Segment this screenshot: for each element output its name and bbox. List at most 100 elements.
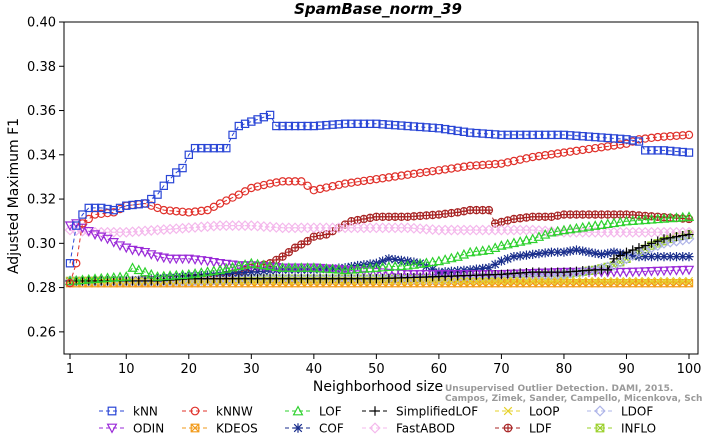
x-tick-label: 90 xyxy=(618,362,635,377)
y-tick-label: 0.32 xyxy=(27,193,56,208)
data-point xyxy=(396,260,407,271)
data-point xyxy=(422,167,431,177)
data-point xyxy=(640,252,650,262)
y-axis: 0.26 0.28 0.30 0.32 0.34 0.36 0.38 0.40 xyxy=(27,16,64,340)
data-point xyxy=(264,262,276,273)
plot-series xyxy=(64,110,695,288)
data-point xyxy=(564,223,576,234)
data-point xyxy=(383,261,395,271)
data-point xyxy=(365,175,375,185)
data-point xyxy=(222,143,231,153)
data-point xyxy=(602,218,613,229)
x-tick-label: 20 xyxy=(181,362,198,377)
series-knn xyxy=(65,110,694,268)
data-point xyxy=(484,276,493,285)
data-point xyxy=(96,232,107,243)
data-point xyxy=(578,145,587,155)
data-point xyxy=(658,213,670,223)
data-point xyxy=(683,265,695,276)
data-point xyxy=(471,245,482,256)
data-point xyxy=(646,267,657,277)
y-tick-label: 0.34 xyxy=(27,148,56,163)
data-point xyxy=(89,230,101,240)
data-point xyxy=(252,267,263,277)
data-point xyxy=(164,254,176,265)
data-point xyxy=(583,221,595,231)
data-point xyxy=(490,159,500,169)
data-point xyxy=(497,159,506,168)
data-point xyxy=(627,267,638,278)
data-point xyxy=(428,264,438,274)
data-point xyxy=(628,250,638,261)
data-point xyxy=(106,423,118,434)
data-point xyxy=(547,130,556,140)
data-point xyxy=(277,262,288,272)
data-point xyxy=(616,276,625,285)
data-point xyxy=(509,252,519,262)
data-point xyxy=(72,221,81,230)
data-point xyxy=(541,276,550,285)
data-point xyxy=(346,263,357,274)
data-point xyxy=(328,120,337,129)
data-point xyxy=(652,266,663,277)
data-point xyxy=(671,235,682,247)
data-point xyxy=(483,244,495,255)
data-point xyxy=(572,131,581,140)
data-point xyxy=(514,236,526,246)
data-point xyxy=(503,130,512,140)
data-point xyxy=(659,132,669,141)
data-point xyxy=(303,237,312,245)
data-point xyxy=(447,276,456,285)
data-point xyxy=(402,270,413,280)
data-point xyxy=(202,256,213,267)
data-point xyxy=(509,276,518,285)
legend-item-fastabod: FastABOD xyxy=(362,422,455,434)
data-point xyxy=(89,273,101,283)
data-point xyxy=(277,265,288,275)
legend-label: LDF xyxy=(529,422,552,434)
data-point xyxy=(208,257,220,268)
data-point xyxy=(196,267,207,277)
data-point xyxy=(603,248,613,258)
data-point xyxy=(466,276,475,285)
data-point xyxy=(127,262,138,272)
data-point xyxy=(641,146,650,155)
data-point xyxy=(158,270,169,281)
data-point xyxy=(440,165,450,174)
data-point xyxy=(459,127,469,136)
data-point xyxy=(408,270,420,280)
data-point xyxy=(497,130,506,140)
data-point xyxy=(677,234,689,246)
data-point xyxy=(546,247,557,257)
y-tick-label: 0.28 xyxy=(27,281,56,296)
data-point xyxy=(414,270,426,280)
data-point xyxy=(240,267,250,278)
data-point xyxy=(490,130,500,139)
series-line xyxy=(69,222,690,275)
data-point xyxy=(489,242,501,252)
data-point xyxy=(127,245,138,256)
data-point xyxy=(641,134,650,143)
data-point xyxy=(609,276,618,285)
data-point xyxy=(315,264,325,275)
data-point xyxy=(297,121,306,131)
data-point xyxy=(128,200,137,210)
data-point xyxy=(184,208,193,217)
data-point xyxy=(165,206,175,215)
data-point xyxy=(465,161,475,171)
data-point xyxy=(584,276,593,285)
data-point xyxy=(146,268,157,279)
data-point xyxy=(83,273,94,284)
data-point xyxy=(596,249,607,259)
data-point xyxy=(591,132,600,142)
data-point xyxy=(608,217,620,228)
series-fastabod xyxy=(64,220,695,238)
data-point xyxy=(414,258,426,268)
y-tick-label: 0.30 xyxy=(27,237,56,252)
data-point xyxy=(609,254,619,264)
data-point xyxy=(672,276,681,285)
legend-item-knnw: kNNW xyxy=(182,405,253,419)
data-point xyxy=(671,252,682,262)
data-point xyxy=(609,134,619,143)
data-point xyxy=(546,226,557,237)
